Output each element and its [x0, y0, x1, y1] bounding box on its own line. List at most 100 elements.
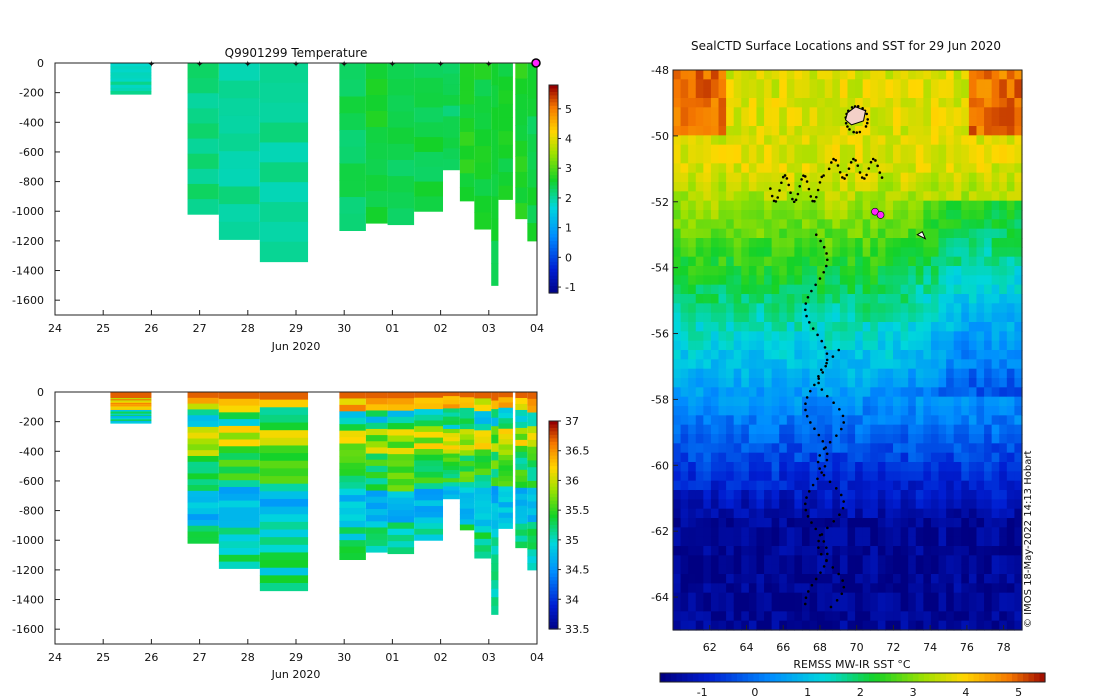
sst-cell: [900, 219, 909, 230]
salinity-cell: [515, 511, 528, 519]
sst-cell: [756, 172, 765, 183]
sst-cell: [673, 462, 682, 472]
sst-cell: [748, 247, 758, 258]
sst-cell: [680, 564, 689, 575]
sst-cell: [999, 210, 1008, 220]
sst-cell: [923, 312, 932, 323]
sst-cell: [991, 182, 1000, 192]
sst-cell: [908, 172, 917, 183]
sst-cell: [748, 462, 758, 472]
colorbar-swatch: [549, 147, 558, 152]
sst-cell: [862, 452, 871, 463]
sst-cell: [1014, 294, 1023, 304]
sst-cell: [923, 88, 932, 99]
sst-cell: [877, 611, 887, 622]
sst-cell: [953, 135, 962, 146]
sst-cell: [938, 452, 947, 463]
sst-cell: [991, 172, 1000, 183]
sst-cell: [794, 555, 803, 566]
lat-tick-label: -50: [651, 130, 669, 143]
sst-cell: [991, 480, 1000, 491]
salinity-cell: [110, 417, 152, 419]
sst-cell: [779, 219, 788, 230]
sst-cell: [718, 144, 727, 155]
sst-cell: [718, 238, 727, 248]
sst-cell: [786, 592, 795, 603]
sst-cell: [999, 154, 1008, 164]
sst-cell: [680, 200, 689, 211]
temperature-cell: [474, 112, 492, 130]
salinity-cell: [387, 503, 415, 511]
sst-cell: [885, 294, 894, 304]
sst-cell: [984, 527, 993, 538]
track-point: [806, 295, 810, 299]
colorbar-swatch: [549, 459, 558, 464]
sst-cell: [832, 284, 841, 295]
sst-cell: [885, 611, 894, 622]
sst-cell: [756, 322, 765, 332]
sst-cell: [953, 396, 962, 407]
sst-cell: [786, 154, 795, 164]
salinity-cell: [187, 485, 219, 492]
sst-cell: [779, 424, 788, 435]
sst-cell: [885, 219, 894, 230]
sst-cell: [930, 322, 940, 332]
sst-cell: [976, 424, 985, 435]
sst-cell: [968, 424, 978, 435]
colorbar-swatch: [549, 604, 558, 609]
sst-cell: [733, 116, 742, 127]
track-point: [808, 321, 811, 324]
sst-cell: [809, 452, 818, 463]
sst-cell: [908, 564, 917, 575]
sst-cell: [794, 135, 803, 146]
sst-cell: [938, 546, 947, 556]
sst-cell: [801, 172, 811, 183]
sst-cell: [915, 88, 924, 99]
sst-cell: [673, 238, 682, 248]
temperature-cell: [365, 95, 388, 112]
sst-cell: [801, 284, 811, 295]
track-point: [831, 355, 835, 358]
salinity-cell: [187, 496, 219, 503]
sst-cell: [764, 266, 773, 276]
x-tick-label: 02: [434, 651, 448, 664]
x-tick-label: 26: [144, 322, 158, 335]
sst-cell: [733, 331, 742, 342]
sst-cell: [885, 182, 894, 192]
track-point: [783, 174, 787, 177]
salinity-cell: [498, 475, 513, 482]
temperature-cell: [414, 122, 444, 138]
sst-cell: [801, 490, 811, 500]
sst-cell: [885, 480, 894, 491]
salinity-cell: [339, 404, 366, 412]
sst-cell: [710, 88, 720, 99]
sst-cell: [741, 172, 750, 183]
sst-cell: [991, 396, 1000, 407]
sst-cell: [1006, 452, 1016, 463]
track-point: [835, 599, 839, 602]
track-point: [816, 333, 819, 337]
sst-cell: [870, 331, 879, 342]
sst-cell: [771, 611, 780, 622]
temperature-section-title: Q9901299 Temperature: [225, 46, 368, 60]
track-point: [832, 157, 835, 161]
sst-cell: [771, 107, 780, 118]
salinity-section-panel: 0-200-400-600-800-1000-1200-1400-1600 24…: [12, 386, 589, 681]
sst-cell: [726, 238, 735, 248]
sst-cell: [733, 200, 742, 211]
track-point: [805, 314, 808, 318]
sst-cell: [900, 434, 909, 444]
colorbar-tick-label: -1: [565, 281, 576, 294]
sst-cell: [938, 611, 947, 622]
sst-cell: [673, 434, 682, 444]
colorbar-swatch: [819, 673, 826, 682]
sst-cell: [756, 368, 765, 379]
salinity-cell: [459, 460, 475, 467]
colorbar-tick-label: 3: [565, 162, 572, 175]
sst-cell: [688, 191, 697, 202]
sst-cell: [809, 88, 818, 99]
sst-cell: [786, 508, 795, 519]
sst-cell: [877, 527, 887, 538]
temperature-cell: [459, 63, 475, 78]
colorbar-swatch: [549, 171, 558, 176]
